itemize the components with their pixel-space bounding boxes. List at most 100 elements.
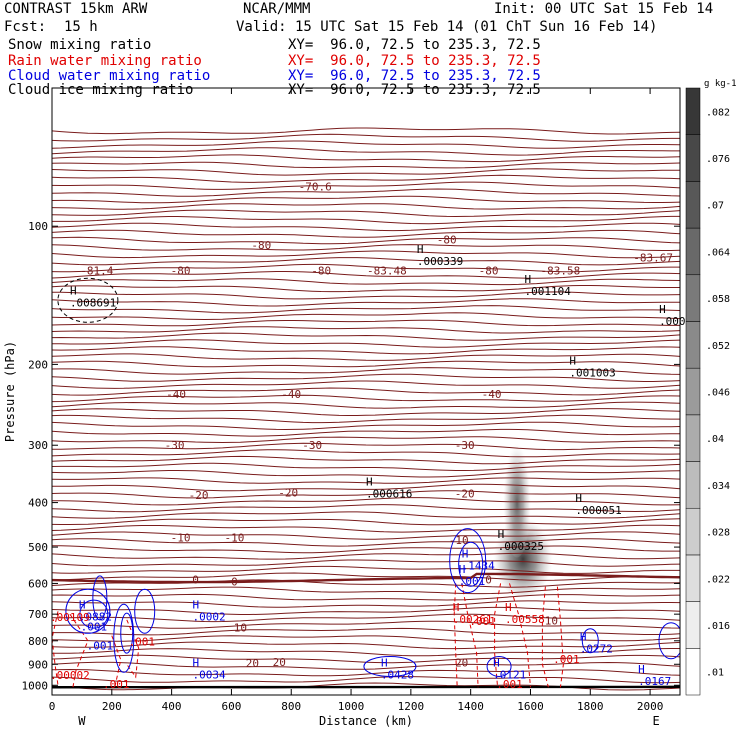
x-axis-label: Distance (km) bbox=[319, 714, 413, 728]
valid-time: Valid: 15 UTC Sat 15 Feb 14 (01 ChT Sun … bbox=[236, 19, 658, 35]
isotherm-line bbox=[52, 408, 680, 416]
isotherm-line bbox=[52, 483, 680, 492]
isotherm-line bbox=[52, 436, 680, 444]
isotherm-line bbox=[52, 387, 680, 396]
colorbar-label: .058 bbox=[706, 294, 730, 305]
cloud-contour bbox=[658, 622, 680, 660]
isotherm-label: -20 bbox=[278, 486, 298, 499]
isotherm-line bbox=[52, 606, 680, 615]
isotherm-line bbox=[52, 635, 680, 642]
x-tick-label: 400 bbox=[162, 700, 182, 713]
isotherm-label: 20 bbox=[455, 657, 468, 670]
colorbar-cell bbox=[685, 601, 701, 649]
isotherm-line bbox=[52, 613, 680, 623]
high-marker: H bbox=[193, 598, 200, 611]
isotherm-line bbox=[52, 285, 680, 293]
y-tick-label: 900 bbox=[28, 658, 48, 671]
rain-label: .001 bbox=[469, 615, 496, 628]
colorbar-label: .034 bbox=[706, 481, 730, 492]
high-value: .0882 bbox=[79, 610, 112, 623]
isotherm-line bbox=[52, 462, 680, 471]
field-name-snow: Snow mixing ratio bbox=[8, 37, 152, 53]
colorbar-cell bbox=[685, 648, 701, 696]
isotherm-label: -10 bbox=[449, 534, 469, 547]
x-tick-label: 1400 bbox=[457, 700, 484, 713]
isotherm-line bbox=[52, 538, 680, 547]
cloud-contour bbox=[92, 575, 108, 621]
high-value: .000325 bbox=[498, 540, 544, 553]
isotherm-line bbox=[52, 222, 680, 232]
isotherm-line bbox=[52, 360, 680, 368]
y-tick-label: 600 bbox=[28, 577, 48, 590]
x-tick-label: 1600 bbox=[517, 700, 544, 713]
init-time: Init: 00 UTC Sat 15 Feb 14 bbox=[494, 1, 714, 17]
isotherm-line bbox=[52, 518, 680, 526]
rain-contour bbox=[556, 586, 564, 688]
cloud-contour bbox=[486, 655, 512, 677]
high-value: .0121 bbox=[493, 669, 526, 682]
isotherm-line bbox=[52, 545, 680, 554]
high-value: .0272 bbox=[580, 642, 613, 655]
high-value: .000616 bbox=[366, 488, 412, 501]
isotherm-line bbox=[52, 133, 680, 142]
high-value: .00261 bbox=[453, 613, 493, 626]
y-tick-label: 700 bbox=[28, 608, 48, 621]
isotherm-label: -80 bbox=[311, 265, 331, 278]
colorbar-cell bbox=[685, 274, 701, 322]
isotherm-line bbox=[52, 168, 680, 176]
high-marker: H bbox=[659, 303, 666, 316]
high-value: .000339 bbox=[417, 255, 463, 268]
colorbar-label: .07 bbox=[706, 201, 724, 212]
colorbar-cell bbox=[685, 414, 701, 462]
isotherm-line bbox=[52, 140, 680, 149]
isotherm-line bbox=[52, 442, 680, 451]
isotherm-line bbox=[52, 271, 680, 279]
high-marker: H bbox=[453, 601, 460, 614]
high-marker: H bbox=[569, 354, 576, 367]
colorbar-cell bbox=[685, 134, 701, 182]
isotherm-label: -80 bbox=[251, 239, 271, 252]
rain-label: .001 bbox=[496, 678, 523, 691]
isotherm-line bbox=[52, 174, 680, 183]
isotherm-line bbox=[52, 353, 680, 361]
colorbar-cell bbox=[685, 507, 701, 556]
isotherm-label: 10 bbox=[234, 621, 247, 634]
axes: 0 200 400 600 800 1000 1200 1400 1600 1800 2000100… bbox=[3, 87, 681, 728]
isotherm-line bbox=[52, 579, 680, 588]
isotherm-line bbox=[52, 470, 680, 478]
isotherm-label: -10 bbox=[224, 531, 244, 544]
colorbar-cell bbox=[685, 321, 701, 369]
isotherm-line bbox=[52, 244, 680, 251]
colorbar-label: .01 bbox=[706, 668, 724, 679]
isotherm-label: 0 bbox=[231, 575, 238, 588]
isotherm-line bbox=[52, 620, 680, 629]
cloud-label: .001 bbox=[87, 639, 114, 652]
isotherm-line bbox=[52, 339, 680, 348]
isotherm-line bbox=[52, 188, 680, 197]
rain-contour bbox=[509, 583, 531, 688]
isotherm-label: -30 bbox=[455, 439, 475, 452]
high-marker: H bbox=[459, 563, 466, 576]
isotherm-label: -30 bbox=[165, 439, 185, 452]
high-marker: H bbox=[417, 243, 424, 256]
isotherm-line bbox=[52, 195, 680, 204]
y-tick-label: 500 bbox=[28, 541, 48, 554]
x-tick-label: 800 bbox=[281, 700, 301, 713]
y-tick-label: 100 bbox=[28, 220, 48, 233]
cloud-contour bbox=[134, 588, 156, 634]
high-value: .001 bbox=[459, 575, 486, 588]
isotherm-line bbox=[52, 278, 680, 286]
high-value: .00558 bbox=[505, 613, 545, 626]
colorbar-label: .076 bbox=[706, 154, 730, 165]
colorbar-unit: g kg-1 bbox=[704, 79, 737, 89]
colorbar-label: .022 bbox=[706, 574, 730, 585]
colorbar-cell bbox=[685, 461, 701, 509]
isotherm-line bbox=[52, 209, 680, 218]
isotherm-line bbox=[52, 380, 680, 389]
isotherm-line bbox=[52, 524, 680, 533]
isotherm-line bbox=[52, 127, 680, 135]
isotherm-line bbox=[52, 394, 680, 403]
high-marker: H bbox=[493, 657, 500, 670]
isotherm-line bbox=[52, 490, 680, 499]
